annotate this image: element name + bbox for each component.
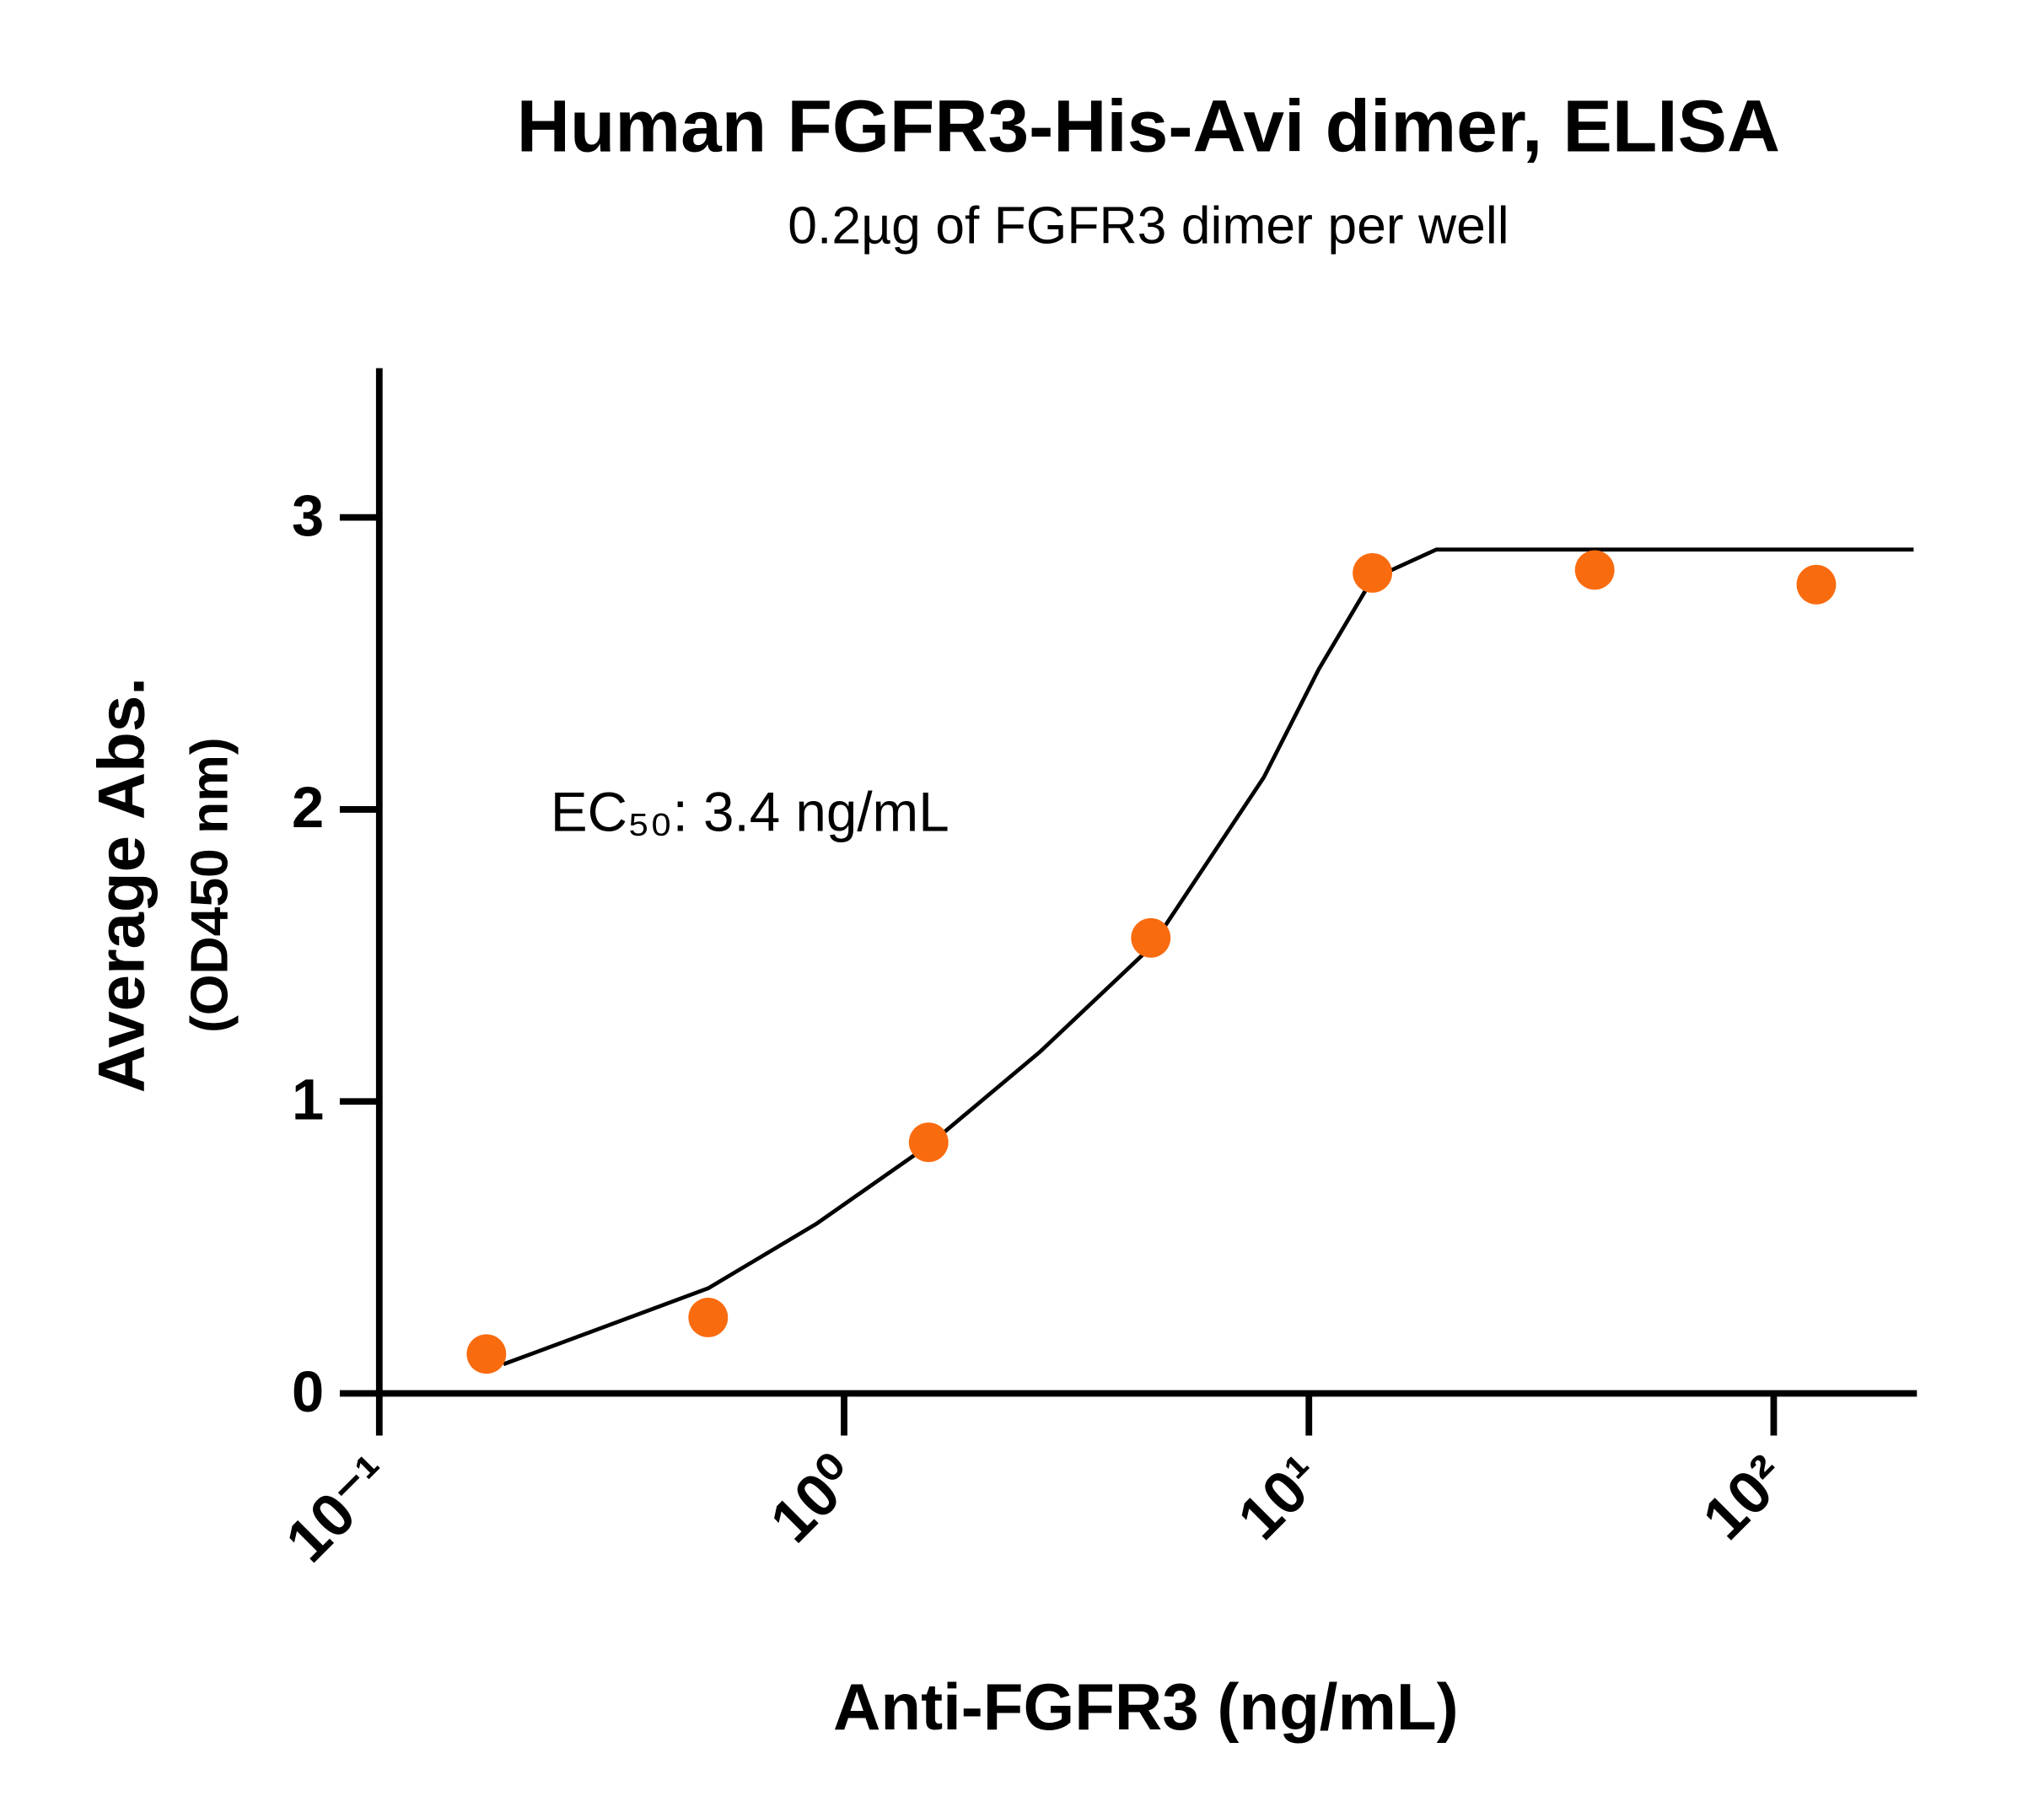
fit-curve [503, 547, 1914, 1367]
y-tick-label: 2 [292, 775, 324, 840]
annotation: EC₅₀: 3.4 ng/mL [551, 782, 949, 843]
x-tick-label: 10¹ [1225, 1443, 1335, 1552]
y-axis-label: Average Abs. [84, 677, 159, 1093]
data-point [1574, 550, 1615, 590]
data-point [1353, 553, 1393, 593]
chart-subtitle: 0.2µg of FGFR3 dimer per well [788, 196, 1509, 255]
y-tick-label: 0 [292, 1359, 324, 1424]
data-point [1131, 917, 1171, 958]
y-axis-label: (OD450 nm) [180, 737, 239, 1033]
data-point [908, 1122, 949, 1163]
data-point [1796, 564, 1837, 605]
x-axis-label: Anti-FGFR3 (ng/mL) [833, 1670, 1459, 1744]
x-tick-label: 10⁻¹ [273, 1443, 406, 1575]
y-tick-label: 3 [292, 483, 324, 548]
data-point [466, 1334, 507, 1374]
data-point [688, 1298, 729, 1337]
x-tick-label: 10⁰ [758, 1443, 870, 1555]
chart-title: Human FGFR3-His-Avi dimer, ELISA [517, 84, 1780, 167]
x-tick-label: 10² [1690, 1443, 1799, 1552]
y-tick-label: 1 [292, 1068, 324, 1132]
